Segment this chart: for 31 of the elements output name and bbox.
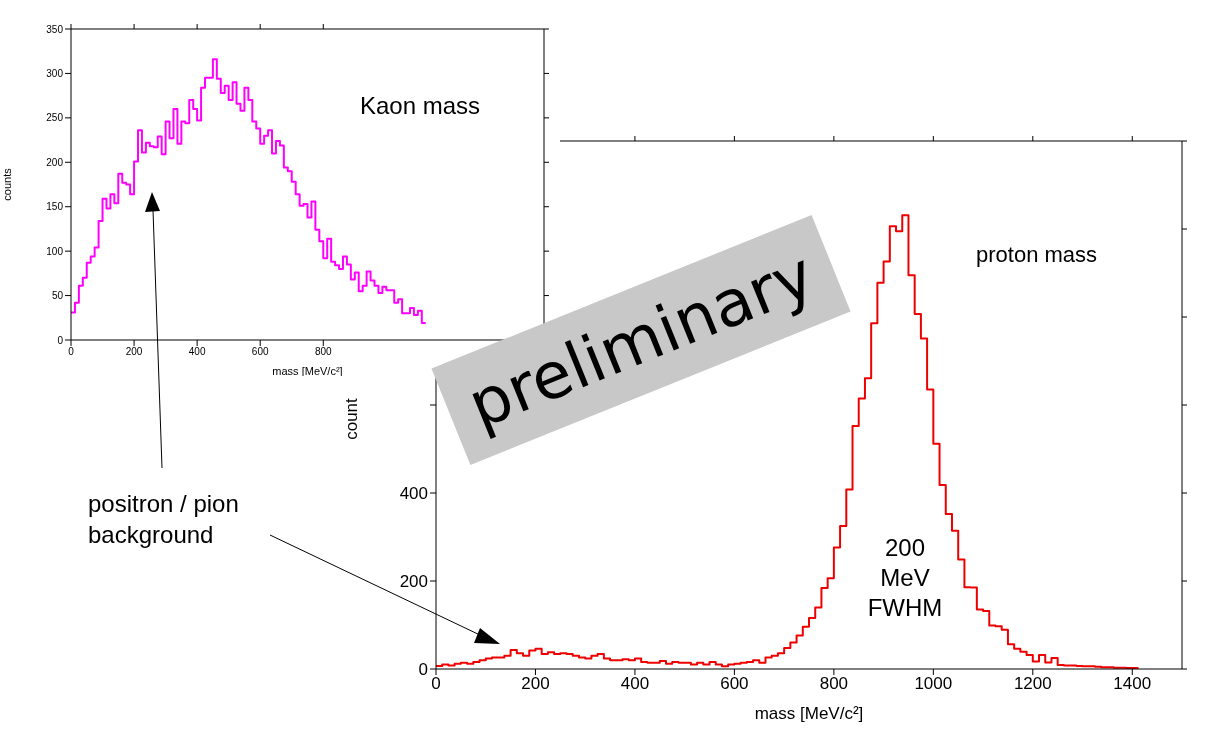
y-tick-label: 200 [399,572,428,592]
x-tick-label: 1200 [1013,674,1052,694]
x-tick-label: 1400 [1113,674,1152,694]
x-tick-label: 400 [620,674,650,694]
x-tick-label: 600 [251,346,269,358]
text: positron / pion background [88,489,240,550]
x-tick-label: 0 [431,674,441,694]
y-axis-title: counts [1,167,13,201]
y-tick-label: 300 [46,67,64,79]
x-tick-label: 800 [314,346,333,358]
y-tick-label: 350 [46,23,64,35]
y-tick-label: 200 [46,156,64,168]
annotation: 200 MeV FWHM [866,533,944,623]
x-tick-label: 1000 [914,674,953,694]
y-tick-label: 250 [46,112,64,124]
x-axis-title: mass [MeV/c²] [754,704,864,723]
y-tick-label: 100 [46,245,64,257]
x-tick-label: 200 [125,346,143,358]
x-tick-label: 600 [720,674,749,694]
y-tick-label: 150 [46,201,64,213]
x-tick-label: 400 [188,346,206,358]
text: Kaon mass [360,92,481,120]
y-tick-label: 50 [51,290,64,302]
y-tick-label: 400 [399,484,428,504]
y-axis-title: count [342,397,361,440]
x-tick-label: 800 [819,674,849,694]
y-tick-label: 0 [418,660,428,680]
text: proton mass [976,242,1098,268]
x-tick-label: 0 [68,346,75,358]
x-tick-label: 200 [521,674,550,694]
y-tick-label: 0 [57,334,64,346]
